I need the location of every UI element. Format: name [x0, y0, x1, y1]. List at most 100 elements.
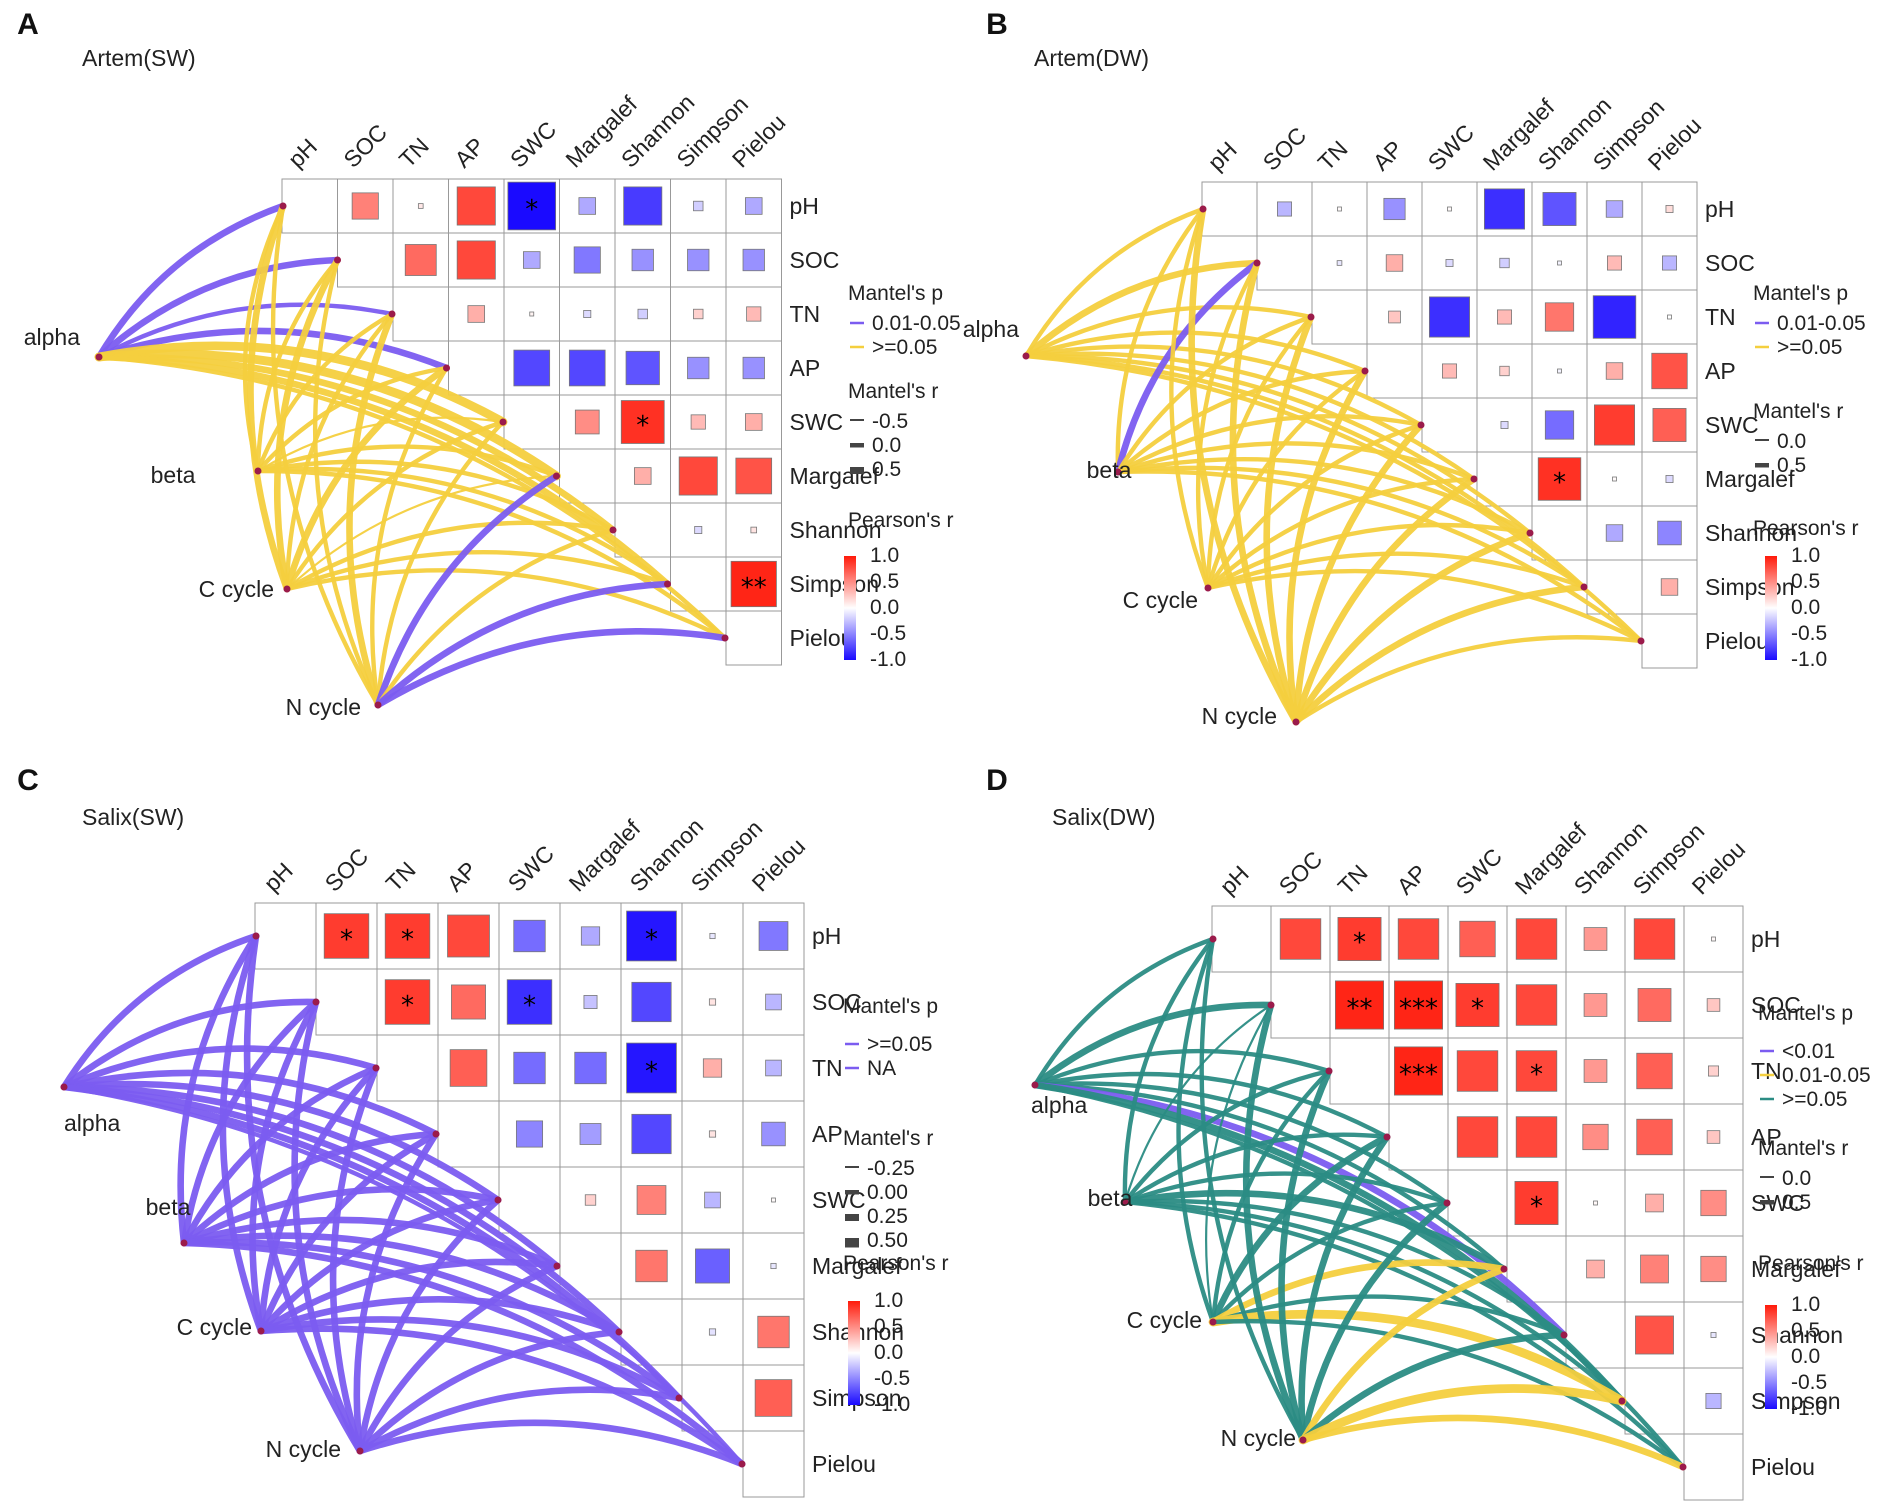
- correlation-square-AP-Margalef: [568, 349, 606, 387]
- mantel-link-alpha-ap: [1032, 1071, 1390, 1140]
- legend-pearson-title: Pearson's r: [1753, 517, 1859, 540]
- correlation-square-SWC-Margalef: [1514, 1181, 1559, 1225]
- row-label-soc: SOC: [1705, 250, 1755, 276]
- correlation-square-Margalef-Simpson: [678, 456, 718, 496]
- pearson-tick: -0.5: [1791, 1371, 1827, 1394]
- column-label-ap: AP: [1392, 859, 1432, 899]
- row-label-pielou: Pielou: [812, 1451, 876, 1477]
- significance-mark: *: [340, 925, 353, 955]
- legend-p-item: 0.01-0.05: [1782, 1064, 1871, 1087]
- row-label-ph: pH: [1751, 926, 1780, 952]
- column-label-soc: SOC: [1274, 846, 1328, 900]
- correlation-square-Margalef-Simpson: [1612, 476, 1617, 482]
- node-tn: [388, 310, 396, 318]
- mantel-link-alpha-ap: [60, 1069, 440, 1138]
- correlation-square-SWC-Simpson: [690, 414, 706, 430]
- significance-mark: *: [525, 195, 538, 225]
- correlation-square-Simpson-Pielou: [730, 560, 777, 608]
- mantel-link-beta-margalef: [1121, 1189, 1508, 1273]
- mantel-link-beta-soc: [255, 257, 340, 474]
- legend-r-item: 0.0: [1782, 1167, 1811, 1190]
- panel-title: Salix(SW): [82, 804, 184, 830]
- group-label-alpha: alpha: [963, 316, 1019, 342]
- grid-cell: [614, 286, 671, 342]
- mantel-link-alpha-tn: [1032, 1048, 1332, 1088]
- mantel-link-beta-margalef: [1115, 441, 1477, 482]
- significance-mark: ***: [1399, 1060, 1438, 1090]
- correlation-square-SOC-TN: [404, 244, 437, 276]
- correlation-square-pH-SOC: [351, 192, 379, 220]
- mantel-link-alpha-swc: [94, 341, 508, 427]
- grid-cell: [1421, 397, 1478, 453]
- correlation-grid: ****: [281, 178, 782, 666]
- mantel-link-alpha-swc: [60, 1080, 502, 1204]
- correlation-square-SWC-Shannon: [1544, 410, 1575, 440]
- correlation-square-SWC-Margalef: [584, 1194, 597, 1206]
- node-ap: [432, 1130, 440, 1138]
- legend-mantel-r-title: Mantel's r: [848, 380, 938, 403]
- mantel-link-n-cycle-shannon: [356, 1328, 623, 1455]
- column-label-tn: TN: [1333, 859, 1373, 899]
- node-c-cycle: [1204, 584, 1212, 592]
- correlation-square-Shannon-Simpson: [1605, 524, 1624, 542]
- pearson-tick: -0.5: [1791, 622, 1827, 645]
- pearson-tick: 0.0: [1791, 1345, 1820, 1368]
- correlation-square-SOC-Shannon: [1557, 260, 1562, 266]
- correlation-square-SWC-Margalef: [1500, 421, 1509, 429]
- mantel-link-n-cycle-tn: [346, 310, 396, 709]
- grid-cell: [1388, 1103, 1449, 1171]
- correlation-square-Shannon-Pielou: [750, 526, 758, 534]
- mantel-link-n-cycle-soc: [312, 257, 381, 708]
- node-tn: [372, 1064, 380, 1072]
- legend-r-swatch: [1760, 1176, 1774, 1178]
- mantel-link-c-cycle-soc: [1205, 1003, 1273, 1324]
- correlation-square-SWC-Shannon: [636, 1185, 667, 1215]
- mantel-link-n-cycle-shannon: [1292, 529, 1534, 726]
- mantel-link-beta-ph: [1115, 206, 1206, 475]
- legend-r-item: 0.50: [867, 1229, 908, 1252]
- node-pielou: [1679, 1463, 1687, 1471]
- mantel-link-c-cycle-simpson: [257, 1316, 683, 1402]
- mantel-link-c-cycle-simpson: [284, 550, 670, 592]
- node-ap: [443, 364, 450, 372]
- mantel-link-beta-swc: [1122, 1171, 1450, 1206]
- mantel-link-alpha-margalef: [1023, 351, 1477, 482]
- correlation-square-TN-Shannon: [637, 308, 648, 320]
- correlation-square-Shannon-Pielou: [1657, 520, 1682, 546]
- significance-mark: *: [1553, 468, 1566, 498]
- grid-cell: [1311, 289, 1368, 345]
- legend-r-swatch: [845, 1190, 859, 1195]
- group-label-beta: beta: [146, 1194, 191, 1220]
- correlation-square-SOC-Margalef: [1499, 257, 1510, 269]
- grid-cell: [1624, 1103, 1685, 1171]
- mantel-link-alpha-ap: [1023, 330, 1368, 374]
- correlation-square-TN-SWC: [513, 1051, 546, 1085]
- row-label-tn: TN: [790, 301, 821, 327]
- row-label-tn: TN: [812, 1055, 843, 1081]
- significance-mark: ***: [1399, 994, 1438, 1024]
- legend-p-item: >=0.05: [867, 1033, 932, 1056]
- grid-cell: [559, 232, 616, 288]
- group-label-c-cycle: C cycle: [1127, 1307, 1202, 1333]
- correlation-square-Shannon-Simpson: [694, 526, 703, 534]
- correlation-square-Margalef-Shannon: [633, 467, 652, 485]
- correlation-square-pH-Margalef: [1515, 918, 1558, 960]
- grid-cell: [1201, 181, 1258, 237]
- significance-mark: *: [1530, 1192, 1543, 1222]
- row-label-soc: SOC: [1751, 992, 1801, 1018]
- correlation-square-Simpson-Pielou: [754, 1379, 793, 1417]
- row-label-pielou: Pielou: [790, 625, 854, 651]
- node-n-cycle: [1292, 718, 1300, 726]
- mantel-link-n-cycle-tn: [329, 1064, 380, 1455]
- correlation-square-Margalef-Simpson: [1640, 1254, 1669, 1284]
- legend-p-item: <0.01: [1782, 1040, 1835, 1063]
- correlation-square-SWC-Simpson: [704, 1191, 721, 1209]
- node-pielou: [738, 1460, 746, 1468]
- mantel-link-alpha-margalef: [1032, 1082, 1507, 1272]
- grid-cell: [1641, 505, 1698, 561]
- node-ap: [1383, 1133, 1391, 1141]
- group-label-alpha: alpha: [64, 1110, 120, 1136]
- correlation-square-SWC-Simpson: [1593, 404, 1636, 446]
- correlation-square-TN-AP: [449, 1049, 488, 1087]
